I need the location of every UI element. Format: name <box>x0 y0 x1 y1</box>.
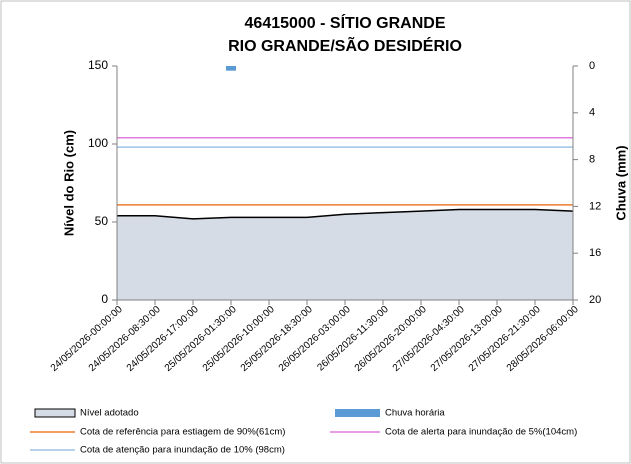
bar <box>226 66 236 71</box>
legend-swatch <box>34 408 76 418</box>
y-tick-label: 50 <box>95 214 109 228</box>
legend-swatch <box>335 409 380 417</box>
y-tick-label: 0 <box>101 292 108 306</box>
y2-axis-label: Chuva (mm) <box>613 145 628 220</box>
y2-tick-label: 8 <box>589 154 595 166</box>
legend-label: Cota de atenção para inundação de 10% (9… <box>80 445 285 456</box>
y2-tick-label: 12 <box>589 200 601 212</box>
area <box>117 209 573 300</box>
legend-label: Cota de alerta para inundação de 5%(104c… <box>385 427 577 438</box>
legend-label: Cota de referência para estiagem de 90%(… <box>80 427 285 438</box>
y2-tick-label: 20 <box>589 294 601 306</box>
area-line <box>117 208 574 220</box>
chart-subtitle: RIO GRANDE/SÃO DESIDÉRIO <box>228 35 462 55</box>
chart-title: 46415000 - SÍTIO GRANDE <box>245 13 446 32</box>
legend-label: Chuva horária <box>385 408 445 419</box>
y2-tick-label: 4 <box>589 107 595 119</box>
y-axis-label: Nível do Rio (cm) <box>61 130 76 236</box>
y2-tick-label: 16 <box>589 247 601 259</box>
legend-label: Nível adotado <box>80 408 139 419</box>
y-tick-label: 150 <box>88 58 108 72</box>
y-tick-label: 100 <box>88 136 108 150</box>
y2-tick-label: 0 <box>589 60 595 72</box>
